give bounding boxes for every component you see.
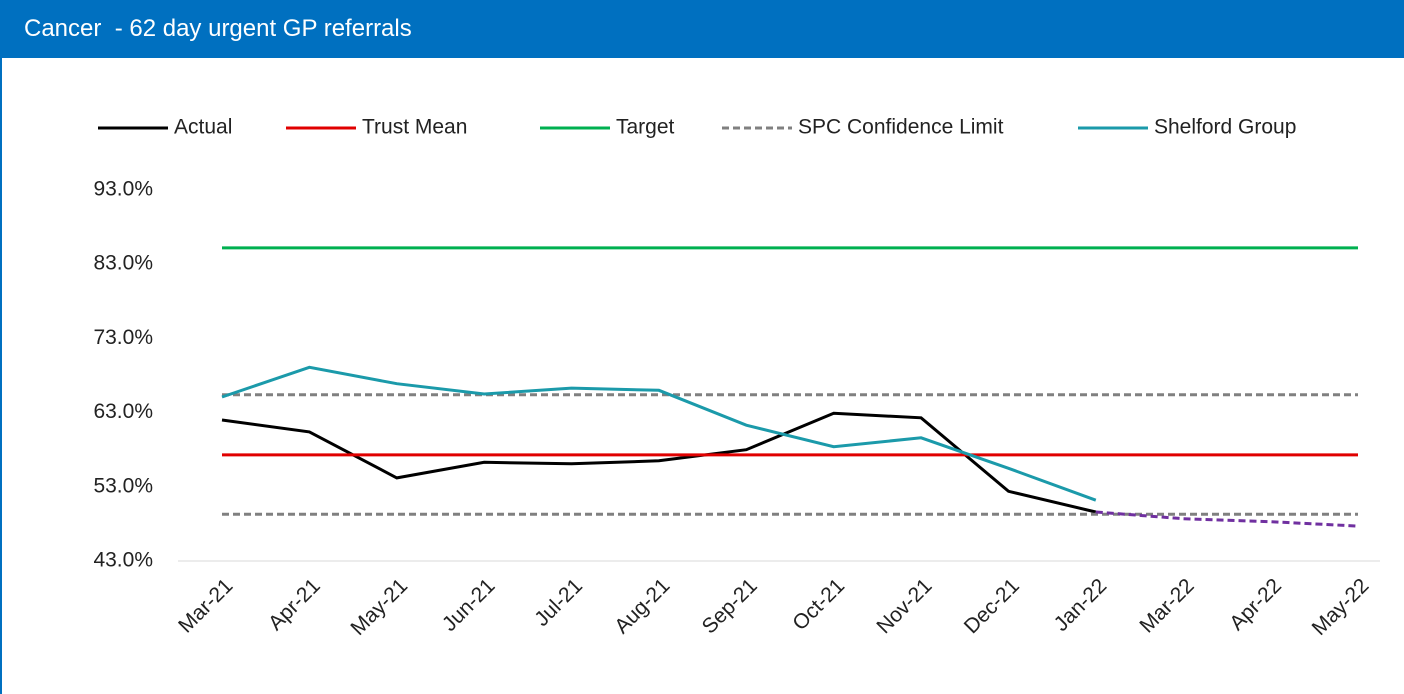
x-tick-label: Apr-21: [264, 574, 325, 635]
x-tick-label: Jul-21: [530, 574, 587, 631]
x-tick-label: Jan-22: [1050, 574, 1112, 636]
x-tick-label: Aug-21: [610, 574, 674, 638]
x-tick-label: Sep-21: [698, 574, 762, 638]
x-tick-label: Dec-21: [960, 574, 1024, 638]
legend-label: Shelford Group: [1154, 116, 1296, 139]
y-tick-label: 63.0%: [93, 400, 153, 423]
x-tick-label: Nov-21: [872, 574, 936, 638]
y-tick-label: 43.0%: [93, 549, 153, 572]
legend-label: Target: [616, 116, 675, 139]
x-tick-label: May-22: [1308, 574, 1374, 640]
x-tick-label: Oct-21: [788, 574, 849, 635]
legend-label: Trust Mean: [362, 116, 467, 139]
x-tick-label: Apr-22: [1225, 574, 1286, 635]
legend-label: SPC Confidence Limit: [798, 116, 1004, 139]
series-line: [221, 365, 1097, 502]
y-tick-label: 83.0%: [93, 252, 153, 275]
y-tick-label: 73.0%: [93, 326, 153, 349]
x-tick-label: Jun-21: [438, 574, 500, 636]
x-tick-label: May-21: [346, 574, 412, 640]
legend-label: Actual: [174, 116, 232, 139]
x-tick-label: Mar-21: [174, 574, 237, 637]
series-line: [221, 411, 1097, 514]
y-tick-label: 93.0%: [93, 178, 153, 201]
y-tick-label: 53.0%: [93, 474, 153, 497]
x-tick-label: Mar-22: [1135, 574, 1198, 637]
panel-border: [0, 58, 2, 694]
panel-title: Cancer - 62 day urgent GP referrals: [0, 0, 1404, 58]
